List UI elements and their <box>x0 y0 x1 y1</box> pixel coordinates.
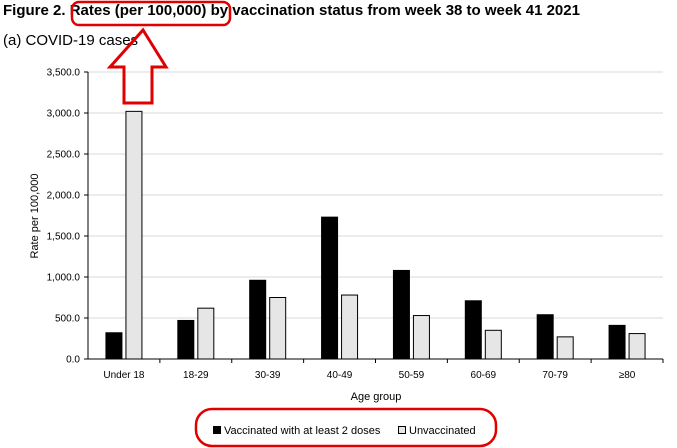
figure-title: Figure 2. Rates (per 100,000) by vaccina… <box>3 2 580 19</box>
y-axis-title: Rate per 100,000 <box>29 173 41 258</box>
title-rest: by vaccination status from week 38 to we… <box>210 2 580 19</box>
highlighted-title-text: Rates (per 100,000) <box>69 2 207 19</box>
y-tick-label: 2,500.0 <box>47 150 81 161</box>
y-tick-label: 0.0 <box>66 355 80 366</box>
x-tick-label: 18-29 <box>183 370 209 381</box>
legend-swatch-unvaccinated <box>398 426 406 434</box>
bar-unvaccinated <box>269 297 287 360</box>
legend: Vaccinated with at least 2 doses Unvacci… <box>213 425 476 437</box>
gridlines <box>88 71 663 319</box>
bar-vaccinated <box>249 279 267 360</box>
axes <box>84 71 664 363</box>
bar-unvaccinated <box>197 307 215 360</box>
y-tick-label: 3,000.0 <box>47 109 81 120</box>
arrow-up-icon <box>106 27 169 105</box>
y-tick-label: 1,500.0 <box>47 232 81 243</box>
legend-swatch-vaccinated <box>213 426 221 434</box>
bar-vaccinated <box>464 300 482 360</box>
figure-subtitle: (a) COVID-19 cases <box>3 32 139 49</box>
bar-unvaccinated <box>556 336 574 360</box>
bar-vaccinated <box>608 324 626 360</box>
y-tick-label: 3,500.0 <box>47 68 81 79</box>
bar-vaccinated <box>536 314 554 360</box>
legend-label-vaccinated: Vaccinated with at least 2 doses <box>224 425 381 437</box>
legend-highlight-box <box>194 407 498 448</box>
x-tick-label: 50-59 <box>399 370 425 381</box>
bar-unvaccinated <box>125 110 143 360</box>
x-tick-label: 60-69 <box>471 370 497 381</box>
bar-vaccinated <box>105 332 123 360</box>
x-tick-label: 70-79 <box>542 370 568 381</box>
annotation-overlay <box>70 0 498 448</box>
bar-unvaccinated <box>412 315 430 360</box>
y-tick-label: 500.0 <box>55 314 80 325</box>
x-tick-label: Under 18 <box>103 370 145 381</box>
x-tick-label: 40-49 <box>327 370 353 381</box>
bar-vaccinated <box>392 269 410 360</box>
x-tick-label: 30-39 <box>255 370 281 381</box>
figure-label: Figure 2. <box>3 2 66 19</box>
title-highlight-box <box>70 0 232 27</box>
legend-label-unvaccinated: Unvaccinated <box>409 425 476 437</box>
x-tick-label: ≥80 <box>619 370 636 381</box>
bar-unvaccinated <box>341 294 359 360</box>
x-axis-title: Age group <box>351 391 402 403</box>
bar-unvaccinated <box>484 329 502 360</box>
bar-unvaccinated <box>628 333 646 360</box>
y-tick-label: 1,000.0 <box>47 273 81 284</box>
y-tick-label: 2,000.0 <box>47 191 81 202</box>
bars <box>105 110 646 360</box>
bar-vaccinated <box>177 319 195 360</box>
bar-vaccinated <box>321 216 339 360</box>
tick-labels: 0.0 500.0 1,000.0 1,500.0 2,000.0 2,500.0 3,00… <box>47 68 636 382</box>
